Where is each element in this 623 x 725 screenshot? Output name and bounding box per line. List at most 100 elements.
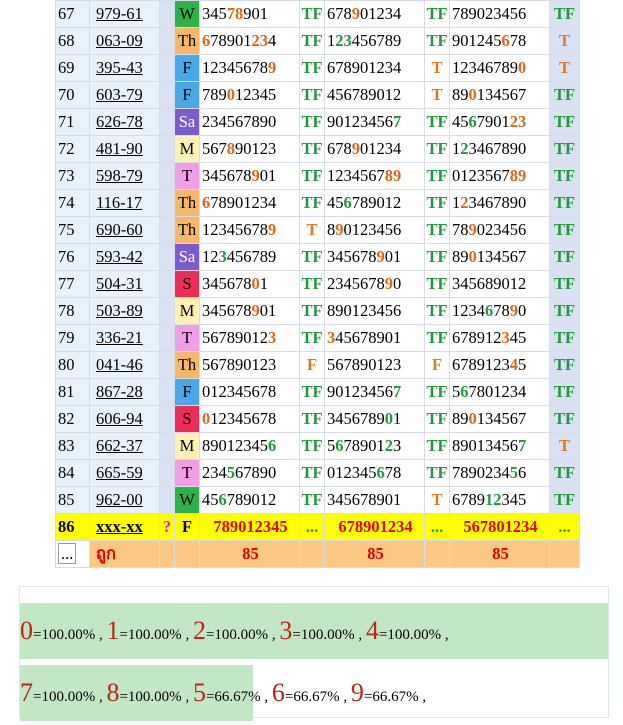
draw-code-cell[interactable]: 606-94 [89, 405, 160, 433]
draw-code-cell[interactable]: 336-21 [89, 324, 160, 352]
draw-code-link[interactable]: 603-79 [96, 85, 143, 104]
digit-segment: 2345678 [327, 274, 385, 293]
stat-percent: =100.00% [378, 627, 442, 643]
draw-code-cell[interactable]: 665-59 [89, 459, 160, 487]
draw-code-link[interactable]: 503-89 [96, 301, 143, 320]
digit-segment: 6 [202, 31, 211, 50]
digit-segment: 345678 [202, 301, 252, 320]
row-number: 74 [55, 189, 90, 217]
digit-segment: 789012 [226, 490, 277, 509]
result-mark-3: TF [549, 108, 580, 136]
draw-code-cell[interactable]: 504-31 [89, 270, 160, 298]
draw-code-link[interactable]: 063-09 [96, 31, 143, 50]
digit-segment: 901245 [452, 31, 502, 50]
draw-code-cell[interactable]: 690-60 [89, 216, 160, 244]
digit-segment: 12 [485, 490, 502, 509]
table-row: 83 662-37 M 890123456 TF 567890123 TF 890134567… [55, 432, 580, 460]
draw-code-link[interactable]: 962-00 [96, 490, 143, 509]
draw-code-link[interactable]: 606-94 [96, 409, 143, 428]
result-mark-3: TF [549, 378, 580, 406]
draw-code-cell[interactable]: 598-79 [89, 162, 160, 190]
draw-code-cell[interactable]: 603-79 [89, 81, 160, 109]
spacer-cell [159, 108, 175, 136]
digit-segment: 90123456 [327, 112, 393, 131]
draw-code-link[interactable]: 593-42 [96, 247, 143, 266]
draw-code-cell[interactable]: 662-37 [89, 432, 160, 460]
digit-segment: 567890123 [202, 355, 277, 374]
draw-code-cell[interactable]: 503-89 [89, 297, 160, 325]
stat-digit: 8 [106, 678, 120, 707]
digit-stats-panel: 0=100.00% , 1=100.00% , 2=100.00% , 3=10… [19, 586, 609, 721]
draw-code-cell[interactable]: 063-09 [89, 27, 160, 55]
digit-segment: 12345678 [210, 409, 277, 428]
digit-segment: 345 [202, 4, 227, 23]
draw-code-link[interactable]: 481-90 [96, 139, 143, 158]
table-row: 74 116-17 Th 678901234 TF 456789012 TF 12346789… [55, 189, 580, 217]
draw-code-cell[interactable]: 116-17 [89, 189, 160, 217]
digit-segment: 0 [384, 409, 393, 428]
digit-segment: 2 [460, 193, 469, 212]
stat-digit: 4 [365, 616, 379, 645]
digit-segment: 78 [493, 301, 510, 320]
draw-code-link[interactable]: xxx-xx [96, 517, 143, 536]
draw-code-link[interactable]: 336-21 [96, 328, 143, 347]
digit-stat: 3=100.00% , [279, 616, 365, 645]
digit-segment: 78901234 [210, 193, 277, 212]
stat-digit: 7 [20, 678, 33, 707]
digit-set-1: 123456789 [199, 216, 300, 244]
draw-code-link[interactable]: 626-78 [96, 112, 143, 131]
digit-segment: 7 [393, 382, 402, 401]
draw-code-link[interactable]: 867-28 [96, 382, 143, 401]
draw-code-cell[interactable]: 979-61 [89, 0, 160, 28]
draw-code-cell[interactable]: 867-28 [89, 378, 160, 406]
result-mark-2: TF [424, 378, 450, 406]
digit-segment: 1234 [452, 301, 485, 320]
pending-mark-1: ... [299, 513, 325, 541]
draw-code-cell[interactable]: 481-90 [89, 135, 160, 163]
spacer-cell [159, 216, 175, 244]
digit-segment: 5 [327, 436, 336, 455]
digit-set-1: 567890123 [199, 135, 300, 163]
digit-set-1: 678901234 [199, 27, 300, 55]
digit-segment: 2 [384, 436, 393, 455]
digit-segment: 7 [393, 112, 402, 131]
draw-code-cell[interactable]: 041-46 [89, 351, 160, 379]
digit-segment: 56789012 [202, 328, 268, 347]
digit-segment: 78901 [343, 436, 385, 455]
draw-code-cell[interactable]: xxx-xx [89, 513, 160, 541]
draw-code-link[interactable]: 690-60 [96, 220, 143, 239]
draw-code-link[interactable]: 041-46 [96, 355, 143, 374]
draw-code-link[interactable]: 979-61 [96, 4, 143, 23]
draw-code-cell[interactable]: 626-78 [89, 108, 160, 136]
draw-code-link[interactable]: 116-17 [96, 193, 143, 212]
digit-segment: 012345 [327, 463, 377, 482]
draw-code-cell[interactable]: 395-43 [89, 54, 160, 82]
spacer-cell [159, 135, 175, 163]
draw-code-cell[interactable]: 962-00 [89, 486, 160, 514]
digit-segment: 7801234 [468, 382, 527, 401]
stat-percent: =100.00% [205, 627, 269, 643]
digit-stat: 5=66.67% , [193, 678, 272, 707]
day-badge: F [174, 513, 200, 541]
draw-code-link[interactable]: 395-43 [96, 58, 143, 77]
spacer-cell [159, 297, 175, 325]
draw-code-link[interactable]: 598-79 [96, 166, 143, 185]
digit-segment: 678901234 [327, 58, 402, 77]
day-badge: Sa [174, 108, 200, 136]
draw-code-link[interactable]: 504-31 [96, 274, 143, 293]
draw-code-cell[interactable]: 593-42 [89, 243, 160, 271]
result-mark-1: TF [299, 54, 325, 82]
table-row: 72 481-90 M 567890123 TF 678901234 TF 123467890… [55, 135, 580, 163]
draw-code-link[interactable]: 662-37 [96, 436, 143, 455]
digit-segment: 789012 [351, 193, 402, 212]
stat-digit: 2 [192, 616, 206, 645]
digit-segment: 0123456 [343, 220, 402, 239]
digit-segment: 3467890 [468, 139, 527, 158]
draw-code-link[interactable]: 665-59 [96, 463, 143, 482]
day-badge: M [174, 297, 200, 325]
digit-segment: 134567 [476, 409, 527, 428]
stat-separator: , [358, 627, 363, 643]
digit-set-2: 678901234 [324, 0, 425, 28]
row-number: 67 [55, 0, 90, 28]
digit-set-2: 890123456 [324, 216, 425, 244]
